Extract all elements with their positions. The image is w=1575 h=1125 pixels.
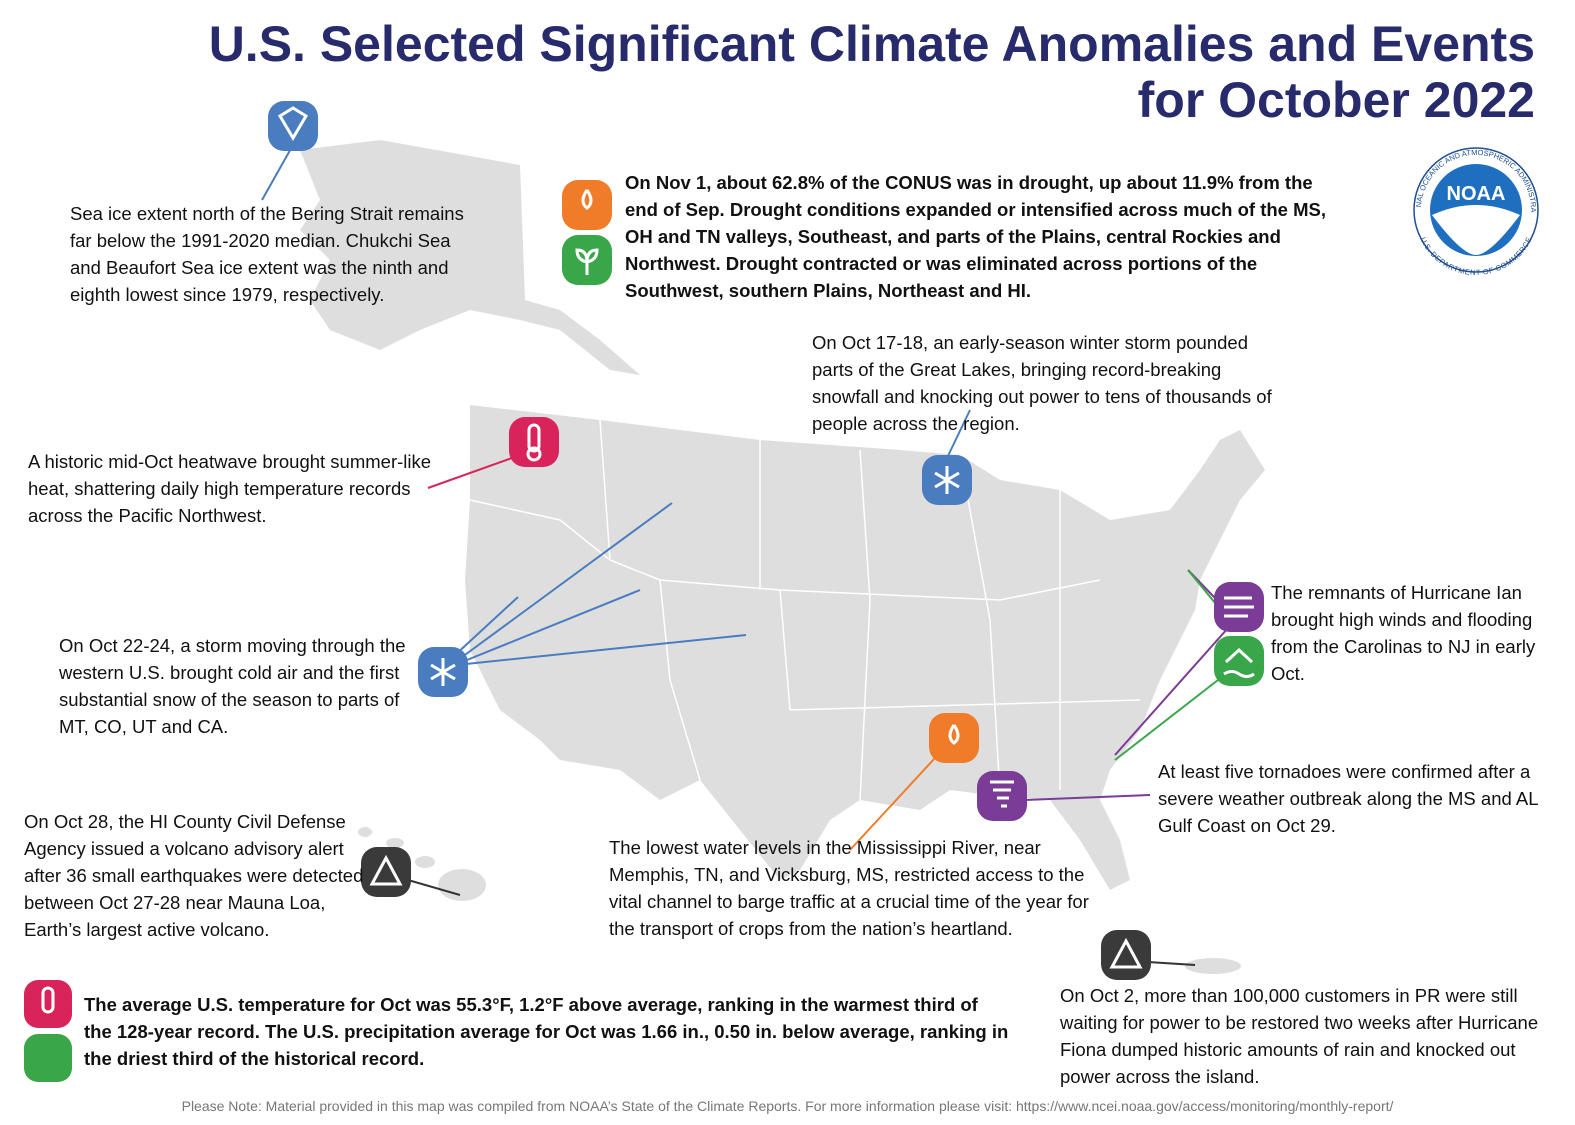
sprout	[575, 248, 599, 275]
logo-acronym: NOAA	[1447, 183, 1506, 205]
title: for October 2022	[1137, 72, 1535, 128]
icons	[24, 101, 1264, 1082]
footer: Please Note: Material provided in this m…	[181, 1098, 1394, 1114]
state-line	[789, 699, 1141, 711]
state-line	[469, 499, 611, 561]
heat-icon	[509, 417, 559, 467]
snowflake	[934, 466, 960, 494]
connector	[261, 144, 294, 201]
annotation: The lowest water levels in the Mississip…	[609, 837, 1089, 939]
maui	[415, 856, 435, 868]
logo-bird	[1432, 205, 1520, 255]
flood-icon	[1214, 636, 1264, 686]
warning-icon	[1101, 930, 1151, 980]
annotation: On Oct 2, more than 100,000 customers in…	[1060, 985, 1539, 1087]
connector	[407, 879, 461, 896]
flood	[1223, 647, 1255, 678]
drop	[948, 724, 960, 745]
state-line	[859, 449, 871, 801]
state-line	[779, 579, 1101, 601]
connector	[849, 757, 936, 851]
connector	[465, 634, 747, 665]
alaska	[300, 140, 640, 375]
annotation: A historic mid-Oct heatwave brought summ…	[28, 451, 432, 526]
connector	[453, 596, 519, 657]
summary: The average U.S. temperature for Oct was…	[84, 994, 1009, 1069]
hawaii-island	[438, 869, 486, 901]
connector	[427, 457, 513, 489]
land	[300, 140, 1265, 974]
snowflake	[430, 658, 456, 686]
connector	[1024, 794, 1151, 801]
oahu	[386, 838, 404, 848]
annotation: On Oct 17-18, an early-season winter sto…	[812, 332, 1272, 434]
connector	[461, 589, 641, 663]
state-line	[959, 454, 1001, 796]
wind	[1224, 596, 1254, 618]
annotation: The remnants of Hurricane Ian brought hi…	[1271, 582, 1536, 684]
annotation: At least five tornadoes were confirmed a…	[1158, 761, 1538, 836]
icon-glyphs	[41, 106, 1255, 1014]
annotation: On Nov 1, about 62.8% of the CONUS was i…	[625, 172, 1327, 301]
conus	[465, 405, 1265, 890]
tornado	[990, 780, 1014, 808]
title: U.S. Selected Significant Climate Anomal…	[208, 16, 1535, 72]
connector	[457, 502, 673, 661]
precipitation-icon	[24, 1034, 72, 1082]
drought-icon	[562, 180, 612, 230]
sea-ice-icon	[268, 101, 318, 151]
connector	[946, 409, 971, 459]
connector	[1114, 679, 1219, 761]
ice	[277, 106, 309, 141]
puerto-rico	[1185, 958, 1241, 974]
temperature-icon	[24, 980, 72, 1028]
kauai	[358, 827, 372, 837]
annotation: On Oct 28, the HI County Civil Defense A…	[24, 811, 364, 940]
drought-icon	[929, 713, 979, 763]
annotation: Sea ice extent north of the Bering Strai…	[70, 203, 464, 305]
connectors	[261, 144, 1229, 966]
state-lines	[469, 419, 1141, 801]
state-line	[659, 579, 701, 781]
warning-triangle	[369, 854, 403, 886]
drop	[581, 189, 593, 210]
tornado-icon	[977, 771, 1027, 821]
thermometer	[526, 446, 542, 462]
connector	[1147, 961, 1196, 966]
thermometer	[41, 986, 55, 1014]
connector	[1114, 627, 1229, 756]
annotation: On Oct 22-24, a storm moving through the…	[59, 635, 406, 737]
thermometer	[527, 423, 541, 453]
warning-triangle	[1109, 937, 1143, 969]
